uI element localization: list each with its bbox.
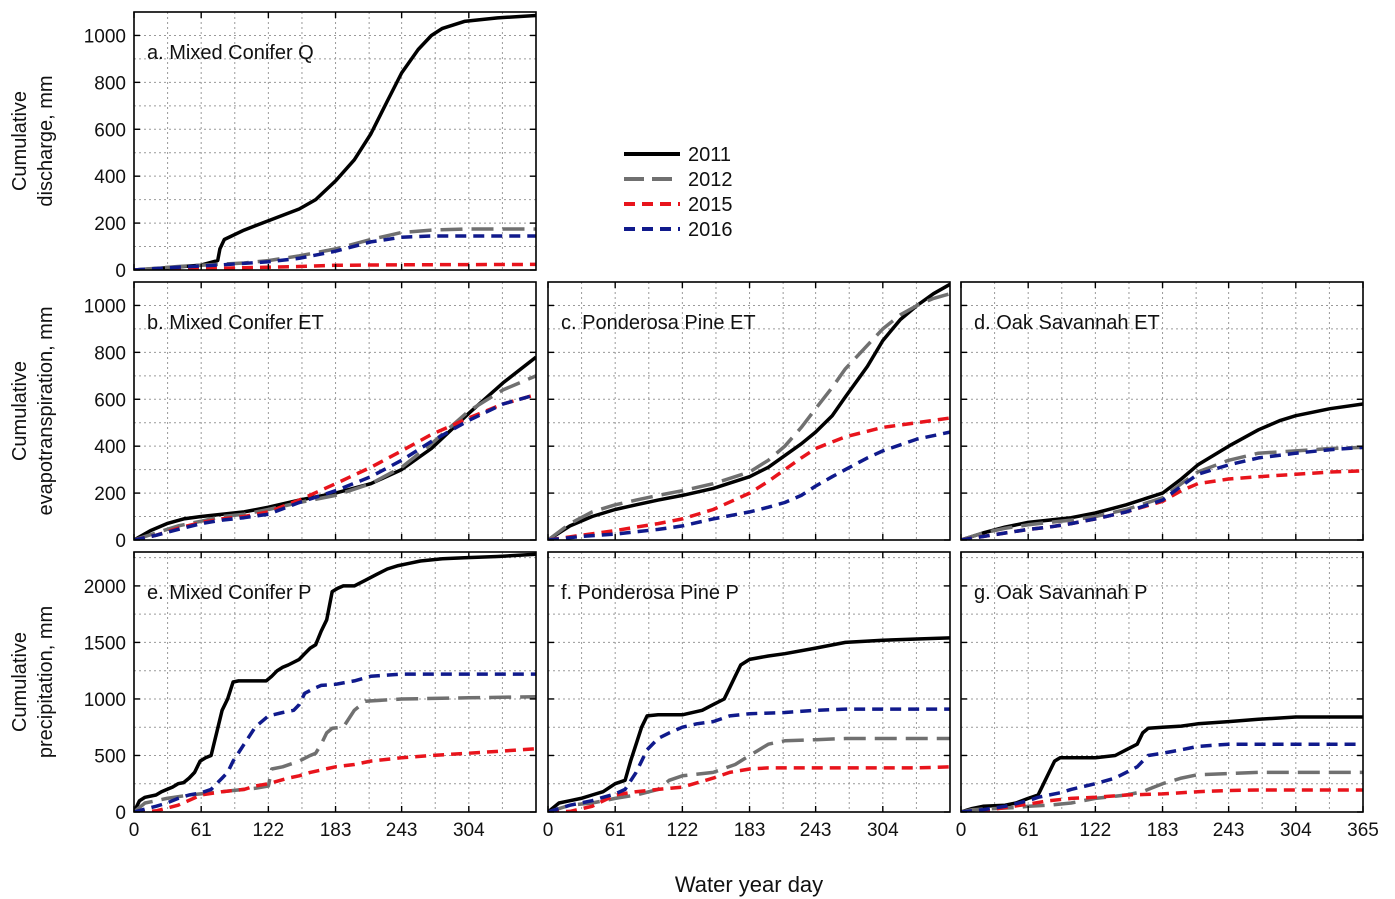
y-axis-label-line: discharge, mm	[35, 75, 57, 206]
panel-e: 0 61 122 183 243 304 0 500 1000 1500 2000 e. Mixed …	[84, 551, 537, 841]
series-line-2011	[548, 282, 950, 540]
y-tick-label: 1500	[84, 633, 126, 654]
series-line-2011	[134, 13, 536, 270]
series-line-2012	[548, 736, 950, 812]
series-line-2011	[961, 402, 1363, 540]
series-group	[134, 552, 536, 812]
series-line-2016	[548, 707, 950, 812]
x-tick-label: 0	[956, 820, 967, 841]
x-tick-label: 0	[543, 820, 554, 841]
y-axis-label-line: precipitation, mm	[35, 606, 57, 758]
x-tick-label: 61	[605, 820, 626, 841]
legend: 2011 2012 2015 2016	[624, 144, 733, 241]
series-line-2015	[134, 262, 536, 270]
panel-a: 0 200 400 600 800 1000 a. Mixed Conifer Q	[84, 11, 537, 282]
series-line-2012	[548, 292, 950, 540]
legend-label-2011: 2011	[688, 144, 731, 166]
panel-title: b. Mixed Conifer ET	[147, 312, 324, 334]
panel-title: a. Mixed Conifer Q	[147, 42, 314, 64]
panel-g: 0 61 122 183 243 304 365 g. Oak Savannah P	[956, 551, 1379, 841]
x-tick-label: 122	[1080, 820, 1112, 841]
x-tick-label: 61	[191, 820, 212, 841]
panel-title: f. Ponderosa Pine P	[561, 582, 739, 604]
legend-label-2016: 2016	[688, 219, 733, 241]
x-tick-label: 61	[1018, 820, 1039, 841]
x-tick-label: 0	[129, 820, 140, 841]
y-axis-label-line: Cumulative	[9, 632, 31, 732]
series-group	[548, 282, 950, 540]
panel-title: e. Mixed Conifer P	[147, 582, 312, 604]
y-tick-label: 800	[94, 343, 126, 364]
series-line-2011	[134, 355, 536, 540]
series-line-2016	[961, 445, 1363, 540]
panels: 0 200 400 600 800 1000 a. Mixed Conifer Q 0 200 4…	[84, 11, 1379, 841]
y-tick-label: 1000	[84, 26, 126, 47]
series-line-2011	[134, 552, 536, 812]
panel-b: 0 200 400 600 800 1000 b. Mixed Conifer ET	[84, 281, 537, 552]
y-tick-label: 1000	[84, 690, 126, 711]
x-tick-label: 243	[1213, 820, 1245, 841]
series-line-2016	[961, 742, 1363, 812]
y-tick-label: 1000	[84, 296, 126, 317]
panel-d: d. Oak Savannah ET	[960, 281, 1364, 541]
y-tick-label: 600	[94, 120, 126, 141]
y-tick-label: 0	[115, 531, 126, 552]
panel-title: d. Oak Savannah ET	[974, 312, 1160, 334]
x-tick-label: 183	[1147, 820, 1179, 841]
x-tick-label: 304	[453, 820, 485, 841]
legend-label-2012: 2012	[688, 169, 733, 191]
panel-c: c. Ponderosa Pine ET	[547, 281, 951, 541]
series-group	[961, 715, 1363, 812]
series-group	[961, 402, 1363, 540]
x-axis-label: Water year day	[675, 872, 823, 897]
y-tick-label: 200	[94, 484, 126, 505]
x-tick-label: 243	[800, 820, 832, 841]
y-tick-label: 2000	[84, 577, 126, 598]
series-group	[134, 13, 536, 270]
x-tick-label: 304	[1280, 820, 1312, 841]
y-axis-label-line: Cumulative	[9, 361, 31, 461]
x-tick-label: 304	[867, 820, 899, 841]
y-axis-label-line: Cumulative	[9, 91, 31, 191]
series-line-2016	[134, 392, 536, 540]
series-line-2011	[548, 636, 950, 812]
series-line-2016	[134, 672, 536, 812]
y-tick-label: 500	[94, 746, 126, 767]
series-line-2012	[961, 445, 1363, 540]
legend-label-2015: 2015	[688, 194, 733, 216]
x-tick-label: 122	[667, 820, 699, 841]
panel-title: c. Ponderosa Pine ET	[561, 312, 756, 334]
y-tick-label: 800	[94, 73, 126, 94]
y-axis-label-line: evapotranspiration, mm	[35, 307, 57, 516]
series-line-2015	[134, 392, 536, 540]
series-group	[548, 636, 950, 812]
y-tick-label: 600	[94, 390, 126, 411]
y-tick-label: 400	[94, 167, 126, 188]
series-line-2015	[134, 746, 536, 812]
series-line-2015	[548, 765, 950, 812]
y-tick-label: 0	[115, 261, 126, 282]
series-group	[134, 355, 536, 540]
x-tick-label: 122	[253, 820, 285, 841]
x-tick-label: 243	[386, 820, 418, 841]
series-line-2012	[134, 227, 536, 270]
series-line-2015	[961, 788, 1363, 812]
y-tick-label: 400	[94, 437, 126, 458]
x-tick-label: 365	[1347, 820, 1379, 841]
y-tick-label: 0	[115, 803, 126, 824]
y-tick-label: 200	[94, 214, 126, 235]
series-line-2015	[548, 416, 950, 540]
x-tick-label: 183	[734, 820, 766, 841]
x-tick-label: 183	[320, 820, 352, 841]
panel-title: g. Oak Savannah P	[974, 582, 1147, 604]
panel-f: 0 61 122 183 243 304 f. Ponderosa Pine P	[543, 551, 951, 841]
series-line-2016	[134, 234, 536, 270]
